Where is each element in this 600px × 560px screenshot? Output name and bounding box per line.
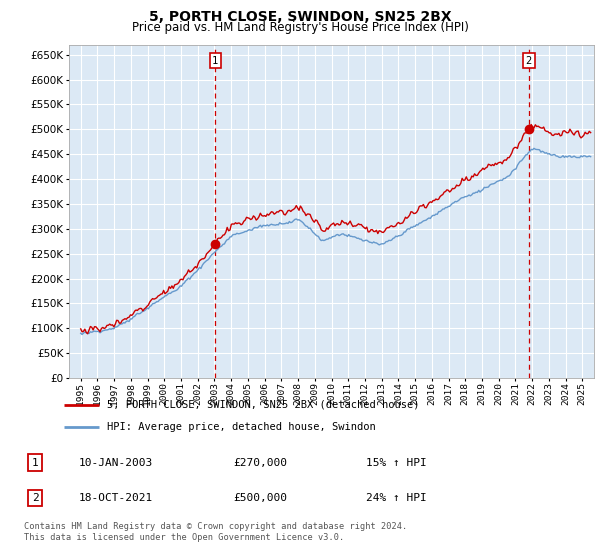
Text: 1: 1 [212,56,218,66]
Text: This data is licensed under the Open Government Licence v3.0.: This data is licensed under the Open Gov… [24,533,344,542]
Text: 5, PORTH CLOSE, SWINDON, SN25 2BX (detached house): 5, PORTH CLOSE, SWINDON, SN25 2BX (detac… [107,400,419,410]
Text: £270,000: £270,000 [234,458,288,468]
Text: Contains HM Land Registry data © Crown copyright and database right 2024.: Contains HM Land Registry data © Crown c… [24,522,407,531]
Text: 15% ↑ HPI: 15% ↑ HPI [366,458,427,468]
Text: 2: 2 [526,56,532,66]
Text: 18-OCT-2021: 18-OCT-2021 [79,493,154,503]
Text: £500,000: £500,000 [234,493,288,503]
Text: Price paid vs. HM Land Registry's House Price Index (HPI): Price paid vs. HM Land Registry's House … [131,21,469,34]
Text: 24% ↑ HPI: 24% ↑ HPI [366,493,427,503]
Text: 2: 2 [32,493,38,503]
Text: 1: 1 [32,458,38,468]
Text: 10-JAN-2003: 10-JAN-2003 [79,458,154,468]
Text: HPI: Average price, detached house, Swindon: HPI: Average price, detached house, Swin… [107,422,376,432]
Text: 5, PORTH CLOSE, SWINDON, SN25 2BX: 5, PORTH CLOSE, SWINDON, SN25 2BX [149,10,451,24]
